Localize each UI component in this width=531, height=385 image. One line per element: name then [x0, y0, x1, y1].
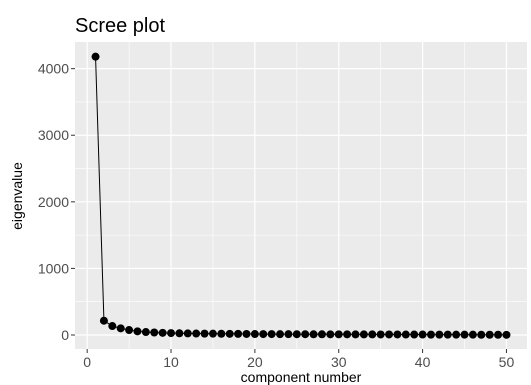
x-axis-ticks	[86, 349, 507, 353]
data-point	[217, 329, 226, 338]
x-tick-label: 50	[499, 354, 515, 370]
x-axis-tick-labels: 0 10 20 30 40 50	[83, 354, 514, 370]
data-point	[435, 330, 444, 339]
data-point	[91, 52, 100, 61]
data-point	[116, 324, 125, 333]
data-point	[401, 330, 410, 339]
data-point	[267, 330, 276, 339]
data-point	[133, 327, 142, 336]
major-gridlines	[75, 42, 527, 349]
data-point	[259, 330, 268, 339]
data-point	[418, 330, 427, 339]
data-point	[317, 330, 326, 339]
data-point	[158, 328, 167, 337]
data-point	[385, 330, 394, 339]
y-tick-label: 3000	[38, 127, 69, 143]
data-point	[351, 330, 360, 339]
data-point	[250, 330, 259, 339]
data-point	[326, 330, 335, 339]
data-point	[309, 330, 318, 339]
data-point	[393, 330, 402, 339]
data-point	[368, 330, 377, 339]
data-point	[234, 329, 243, 338]
data-point	[192, 329, 201, 338]
data-point	[284, 330, 293, 339]
x-tick-label: 20	[247, 354, 263, 370]
data-point	[125, 326, 134, 335]
y-axis-title: eigenvalue	[9, 162, 25, 230]
data-point	[150, 328, 159, 337]
y-tick-label: 1000	[38, 260, 69, 276]
x-tick-label: 0	[83, 354, 91, 370]
data-point	[468, 330, 477, 339]
data-point	[334, 330, 343, 339]
data-point	[276, 330, 285, 339]
data-point	[460, 330, 469, 339]
x-tick-label: 10	[163, 354, 179, 370]
data-point	[183, 329, 192, 338]
data-point	[443, 330, 452, 339]
data-point	[359, 330, 368, 339]
data-point	[200, 329, 209, 338]
data-point	[167, 329, 176, 338]
data-point	[99, 316, 108, 325]
y-axis-ticks	[71, 68, 75, 336]
data-point	[301, 330, 310, 339]
data-point	[477, 330, 486, 339]
y-tick-label: 2000	[38, 194, 69, 210]
data-point	[502, 330, 511, 339]
plot-panel	[75, 42, 527, 349]
data-point	[376, 330, 385, 339]
x-tick-label: 40	[415, 354, 431, 370]
x-axis-title: component number	[241, 369, 362, 385]
minor-gridlines	[75, 42, 527, 349]
y-axis-tick-labels: 0 1000 2000 3000 4000	[38, 61, 69, 343]
data-point	[485, 330, 494, 339]
eigenvalue-points	[91, 52, 511, 339]
x-tick-label: 30	[331, 354, 347, 370]
data-point	[141, 328, 150, 337]
data-point	[175, 329, 184, 338]
data-point	[292, 330, 301, 339]
data-point	[452, 330, 461, 339]
data-point	[208, 329, 217, 338]
y-tick-label: 0	[61, 327, 69, 343]
data-point	[108, 322, 117, 331]
data-point	[225, 329, 234, 338]
data-point	[426, 330, 435, 339]
data-point	[494, 330, 503, 339]
chart-title: Scree plot	[75, 15, 165, 37]
data-point	[242, 329, 251, 338]
y-tick-label: 4000	[38, 61, 69, 77]
data-point	[343, 330, 352, 339]
data-point	[410, 330, 419, 339]
